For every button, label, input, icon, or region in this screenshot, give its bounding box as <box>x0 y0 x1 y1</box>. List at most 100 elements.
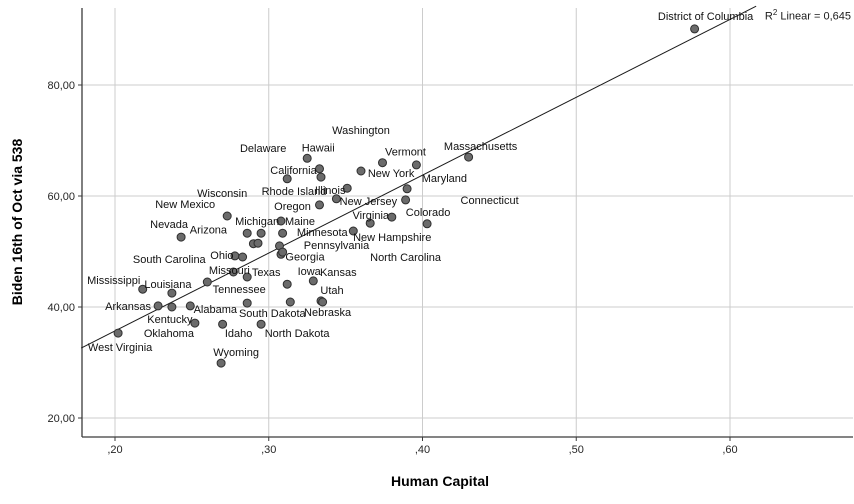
state-label: District of Columbia <box>658 11 754 23</box>
data-point <box>302 153 312 163</box>
data-point <box>401 195 411 205</box>
state-label: West Virginia <box>88 342 153 354</box>
data-point <box>285 297 295 307</box>
data-point <box>316 172 326 182</box>
x-tick-label: ,50 <box>569 444 584 456</box>
state-label: Virginia <box>353 210 390 222</box>
state-label: Texas <box>252 267 281 279</box>
data-point <box>167 302 177 312</box>
data-point <box>282 279 292 289</box>
state-label: Tennessee <box>213 284 266 296</box>
data-point <box>278 228 288 238</box>
state-label: California <box>270 165 317 177</box>
data-point <box>356 166 366 176</box>
y-axis-title: Biden 16th of Oct via 538 <box>9 138 25 306</box>
data-point <box>253 238 263 248</box>
data-point <box>256 228 266 238</box>
data-point <box>176 232 186 242</box>
y-tick-label: 60,00 <box>47 191 75 203</box>
data-point <box>342 183 352 193</box>
state-label: Mississippi <box>87 275 140 287</box>
data-point <box>113 328 123 338</box>
data-point <box>331 194 341 204</box>
state-label: Kentucky <box>147 314 193 326</box>
x-axis-title: Human Capital <box>390 473 490 489</box>
state-label: Georgia <box>285 251 325 263</box>
data-point <box>167 288 177 298</box>
state-label: New York <box>368 168 415 180</box>
data-point <box>278 247 288 257</box>
state-label: Nebraska <box>304 307 352 319</box>
state-label: Utah <box>320 285 343 297</box>
y-tick-label: 40,00 <box>47 302 75 314</box>
data-point <box>318 297 328 307</box>
data-point <box>276 216 286 226</box>
data-point <box>138 284 148 294</box>
r-squared-annotation: R2 Linear = 0,645 <box>765 8 851 23</box>
state-label: Oregon <box>274 201 311 213</box>
data-point <box>242 298 252 308</box>
x-tick-label: ,20 <box>107 444 122 456</box>
state-label: Wisconsin <box>197 188 247 200</box>
state-label: Minnesota <box>297 227 349 239</box>
state-label: Vermont <box>385 147 426 159</box>
data-point <box>185 301 195 311</box>
state-label: New Jersey <box>340 196 398 208</box>
state-label: Kansas <box>320 267 357 279</box>
state-label: North Dakota <box>265 328 331 340</box>
state-label: Delaware <box>240 143 286 155</box>
state-label: Idaho <box>225 328 253 340</box>
data-point <box>190 318 200 328</box>
data-point <box>228 267 238 277</box>
data-point <box>256 319 266 329</box>
r2-base: R <box>764 10 773 23</box>
state-label: Maryland <box>422 173 467 185</box>
state-label: Alabama <box>194 304 238 316</box>
data-point <box>387 212 397 222</box>
x-tick-label: ,60 <box>722 444 737 456</box>
data-point <box>411 160 421 170</box>
data-point <box>222 211 232 221</box>
state-label: Wyoming <box>213 347 259 359</box>
x-tick-label: ,40 <box>415 444 430 456</box>
state-label: Maine <box>285 216 315 228</box>
state-label: Pennsylvania <box>304 240 370 252</box>
state-label: Colorado <box>406 207 451 219</box>
state-label: Michigan <box>235 216 279 228</box>
data-point <box>238 252 248 262</box>
data-point <box>690 24 700 34</box>
r2-superscript: 2 <box>772 8 778 17</box>
state-label: Missouri <box>209 265 250 277</box>
data-point <box>282 174 292 184</box>
state-label: New Hampshire <box>353 232 431 244</box>
data-point <box>378 158 387 168</box>
r2-value-text: Linear = 0,645 <box>777 10 851 23</box>
regression-line <box>80 5 757 349</box>
state-label: Nevada <box>150 219 189 231</box>
data-point <box>348 226 358 236</box>
state-label: New Mexico <box>155 199 215 211</box>
data-point <box>216 358 226 368</box>
state-label: Louisiana <box>144 279 192 291</box>
state-label: Illinois <box>315 185 346 197</box>
data-point <box>315 164 324 174</box>
data-point <box>202 277 212 287</box>
state-label: North Carolina <box>370 252 442 264</box>
data-point <box>153 301 163 311</box>
data-point <box>242 228 252 238</box>
data-point <box>365 218 375 228</box>
state-label: Massachusetts <box>444 141 518 153</box>
state-label: South Dakota <box>239 308 307 320</box>
data-point <box>402 184 412 194</box>
state-label: Rhode Island <box>262 186 327 198</box>
state-label: Oklahoma <box>144 328 195 340</box>
state-label: Arizona <box>190 225 228 237</box>
data-point <box>308 276 318 286</box>
data-point <box>242 272 252 282</box>
data-point <box>464 152 474 162</box>
state-label: Washington <box>332 125 390 137</box>
state-label: Iowa <box>298 266 322 278</box>
data-point <box>422 219 432 229</box>
state-label: Ohio <box>210 250 233 262</box>
